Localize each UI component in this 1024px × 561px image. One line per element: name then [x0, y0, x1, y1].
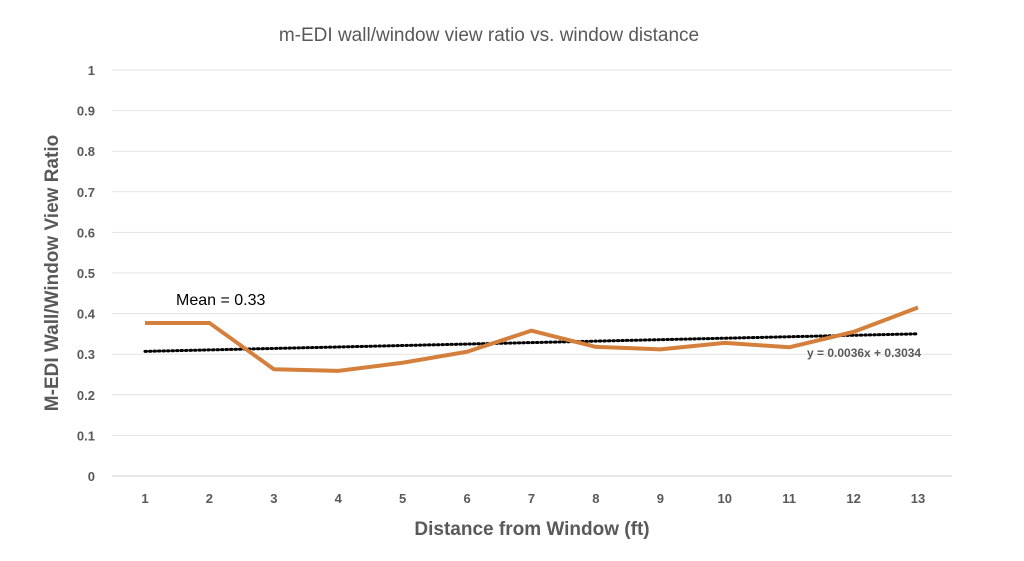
y-tick-label: 0.5 — [77, 266, 95, 281]
y-tick-label: 0.2 — [77, 388, 95, 403]
x-tick-label: 4 — [335, 491, 343, 506]
y-tick-label: 0.9 — [77, 104, 95, 119]
x-tick-label: 11 — [782, 491, 796, 506]
x-tick-label: 2 — [206, 491, 213, 506]
x-tick-label: 13 — [911, 491, 925, 506]
series-line — [145, 305, 919, 373]
x-tick-label: 3 — [270, 491, 277, 506]
x-tick-label: 7 — [528, 491, 535, 506]
x-tick-label: 5 — [399, 491, 406, 506]
y-tick-label: 0.1 — [77, 428, 95, 443]
y-tick-label: 1 — [88, 63, 95, 78]
x-tick-label: 1 — [141, 491, 148, 506]
x-tick-label: 8 — [592, 491, 599, 506]
y-tick-label: 0.3 — [77, 347, 95, 362]
y-axis-label: M-EDI Wall/Window View Ratio — [42, 135, 63, 411]
x-axis-label: Distance from Window (ft) — [414, 519, 649, 540]
y-tick-label: 0.7 — [77, 185, 95, 200]
mean-annotation: Mean = 0.33 — [176, 292, 266, 309]
trendline — [143, 332, 920, 353]
y-tick-label: 0.6 — [77, 225, 95, 240]
x-tick-label: 6 — [463, 491, 470, 506]
x-tick-label: 12 — [846, 491, 860, 506]
y-tick-label: 0.8 — [77, 144, 95, 159]
y-tick-label: 0 — [88, 469, 95, 484]
trendline-equation: y = 0.0036x + 0.3034 — [807, 346, 921, 360]
chart-title: m-EDI wall/window view ratio vs. window … — [279, 25, 699, 46]
x-tick-label: 10 — [718, 491, 732, 506]
y-tick-label: 0.4 — [77, 307, 96, 322]
x-tick-label: 9 — [657, 491, 664, 506]
